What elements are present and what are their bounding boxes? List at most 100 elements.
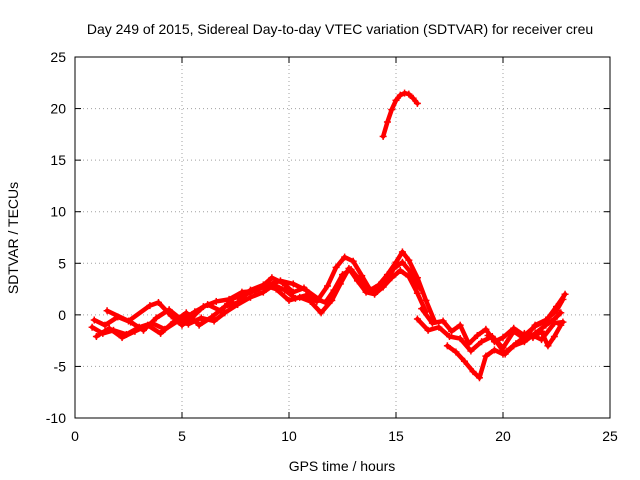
data-point bbox=[465, 340, 473, 348]
data-point bbox=[510, 342, 518, 350]
data-point bbox=[413, 289, 421, 297]
data-point bbox=[443, 342, 451, 350]
x-axis-label: GPS time / hours bbox=[289, 458, 396, 474]
data-point bbox=[210, 317, 218, 325]
data-point bbox=[199, 303, 207, 311]
data-point bbox=[510, 324, 518, 332]
data-point bbox=[105, 324, 113, 332]
x-tick-label: 20 bbox=[495, 428, 511, 444]
data-point bbox=[379, 132, 387, 140]
data-point bbox=[452, 348, 460, 356]
data-point bbox=[398, 248, 406, 256]
y-tick-label: 15 bbox=[50, 152, 66, 168]
data-point bbox=[371, 290, 379, 298]
data-point bbox=[289, 288, 297, 296]
data-point bbox=[281, 286, 289, 294]
data-point bbox=[182, 309, 190, 317]
x-tick-label: 5 bbox=[178, 428, 186, 444]
data-point bbox=[306, 297, 314, 305]
x-tick-label: 25 bbox=[602, 428, 618, 444]
data-point bbox=[144, 321, 152, 329]
y-tick-label: 5 bbox=[58, 255, 66, 271]
data-point bbox=[388, 274, 396, 282]
data-point bbox=[251, 287, 259, 295]
data-point bbox=[538, 327, 546, 335]
data-point bbox=[493, 338, 501, 346]
data-point bbox=[422, 296, 430, 304]
data-point bbox=[268, 274, 276, 282]
data-point bbox=[225, 295, 233, 303]
data-point bbox=[189, 313, 197, 321]
data-point bbox=[418, 305, 426, 313]
data-point bbox=[118, 334, 126, 342]
data-point bbox=[407, 269, 415, 277]
data-point bbox=[332, 263, 340, 271]
data-point bbox=[398, 258, 406, 266]
data-point bbox=[197, 314, 205, 322]
data-point bbox=[341, 253, 349, 261]
x-tick-label: 0 bbox=[71, 428, 79, 444]
data-point bbox=[238, 288, 246, 296]
y-tick-label: 25 bbox=[50, 49, 66, 65]
x-tick-label: 10 bbox=[281, 428, 297, 444]
data-point bbox=[478, 338, 486, 346]
data-point bbox=[413, 315, 421, 323]
data-point bbox=[157, 329, 165, 337]
y-tick-label: 20 bbox=[50, 101, 66, 117]
data-point bbox=[234, 298, 242, 306]
series-3-line bbox=[94, 266, 429, 340]
series-10-line bbox=[380, 90, 420, 139]
data-point bbox=[195, 321, 203, 329]
data-point bbox=[264, 281, 272, 289]
data-point bbox=[336, 280, 344, 288]
data-point bbox=[154, 298, 162, 306]
data-point bbox=[349, 257, 357, 265]
data-point bbox=[324, 282, 332, 290]
data-point bbox=[484, 331, 492, 339]
data-point bbox=[405, 256, 413, 264]
data-point bbox=[520, 338, 528, 346]
data-point bbox=[358, 272, 366, 280]
y-tick-label: 10 bbox=[50, 204, 66, 220]
data-point bbox=[125, 317, 132, 325]
data-point bbox=[88, 323, 96, 331]
y-axis-label: SDTVAR / TECUs bbox=[5, 182, 21, 294]
data-point bbox=[208, 313, 216, 321]
data-point bbox=[276, 277, 284, 285]
data-point bbox=[296, 293, 304, 301]
data-point bbox=[529, 334, 537, 342]
data-point bbox=[557, 321, 565, 329]
data-point bbox=[469, 368, 477, 376]
data-point bbox=[212, 297, 220, 305]
data-point bbox=[460, 357, 468, 365]
data-point bbox=[221, 309, 229, 317]
data-point bbox=[435, 323, 443, 331]
data-point bbox=[467, 347, 475, 355]
data-point bbox=[345, 264, 353, 272]
data-point bbox=[246, 293, 254, 301]
data-point bbox=[396, 91, 404, 99]
data-point bbox=[473, 331, 481, 339]
chart-title: Day 249 of 2015, Sidereal Day-to-day VTE… bbox=[87, 21, 593, 37]
data-point bbox=[315, 295, 323, 303]
data-point bbox=[362, 288, 370, 296]
data-point bbox=[272, 285, 280, 293]
y-tick-label: -10 bbox=[46, 410, 66, 426]
data-point bbox=[178, 321, 186, 329]
data-point bbox=[396, 267, 404, 275]
data-point bbox=[550, 333, 558, 341]
data-point bbox=[520, 329, 528, 337]
data-point bbox=[167, 312, 175, 320]
data-point bbox=[405, 90, 413, 98]
data-point bbox=[146, 302, 154, 310]
data-point bbox=[379, 283, 387, 291]
y-tick-label: 0 bbox=[58, 307, 66, 323]
data-point bbox=[131, 327, 139, 335]
data-point bbox=[490, 346, 498, 354]
data-point bbox=[388, 106, 396, 114]
data-point bbox=[501, 350, 509, 358]
grid-lines bbox=[75, 57, 610, 418]
data-point bbox=[561, 290, 569, 298]
data-point bbox=[482, 325, 490, 333]
data-point bbox=[456, 321, 464, 329]
